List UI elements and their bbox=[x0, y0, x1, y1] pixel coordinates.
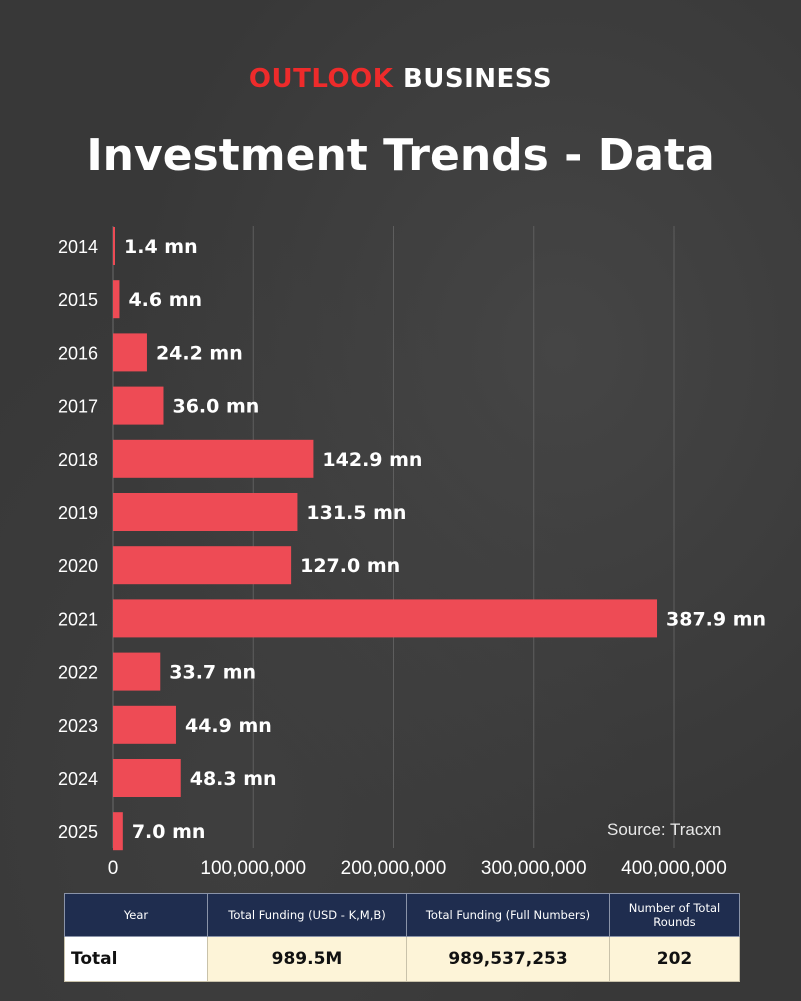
y-tick-label: 2020 bbox=[58, 556, 98, 576]
bar-2021 bbox=[113, 599, 658, 638]
header-total-rounds: Number of Total Rounds bbox=[609, 893, 740, 937]
y-tick-label: 2023 bbox=[58, 716, 98, 736]
bar-2017 bbox=[113, 386, 164, 425]
bar-2023 bbox=[113, 705, 176, 744]
x-tick-label: 400,000,000 bbox=[621, 858, 727, 879]
header-total-funding-short: Total Funding (USD - K,M,B) bbox=[207, 893, 407, 937]
data-label-2023: 44.9 mn bbox=[185, 715, 272, 737]
data-label-2021: 387.9 mn bbox=[666, 608, 766, 630]
brand-logo-part1: OUTLOOK bbox=[248, 64, 394, 94]
bar-2025 bbox=[113, 812, 123, 851]
bar-2020 bbox=[113, 546, 292, 585]
y-tick-label: 2022 bbox=[58, 663, 98, 683]
y-tick-label: 2019 bbox=[58, 503, 98, 523]
x-tick-label: 300,000,000 bbox=[481, 858, 587, 879]
summary-table-header-row: Year Total Funding (USD - K,M,B) Total F… bbox=[64, 893, 740, 937]
x-tick-label: 200,000,000 bbox=[341, 858, 447, 879]
y-tick-label: 2021 bbox=[58, 609, 98, 629]
data-label-2014: 1.4 mn bbox=[124, 236, 198, 258]
x-tick-label: 0 bbox=[108, 858, 119, 879]
bar-2019 bbox=[113, 493, 298, 531]
data-label-2022: 33.7 mn bbox=[169, 662, 256, 684]
y-tick-label: 2016 bbox=[58, 343, 98, 363]
bar-2016 bbox=[113, 333, 147, 372]
data-label-2025: 7.0 mn bbox=[132, 821, 206, 843]
y-tick-label: 2017 bbox=[58, 397, 98, 417]
y-tick-label: 2025 bbox=[58, 822, 98, 842]
data-label-2017: 36.0 mn bbox=[172, 396, 259, 418]
source-note: Source: Tracxn bbox=[607, 820, 722, 839]
y-tick-label: 2014 bbox=[58, 237, 98, 257]
summary-table: Year Total Funding (USD - K,M,B) Total F… bbox=[64, 893, 740, 982]
header-total-funding-full: Total Funding (Full Numbers) bbox=[406, 893, 610, 937]
y-tick-label: 2024 bbox=[58, 769, 98, 789]
page-title: Investment Trends - Data bbox=[86, 130, 715, 181]
summary-table-row: Total 989.5M 989,537,253 202 bbox=[64, 936, 740, 982]
data-label-2024: 48.3 mn bbox=[190, 768, 277, 790]
cell-total-rounds: 202 bbox=[609, 936, 740, 982]
data-label-2016: 24.2 mn bbox=[156, 342, 243, 364]
x-tick-label: 100,000,000 bbox=[200, 858, 306, 879]
header-year: Year bbox=[64, 893, 208, 937]
y-tick-label: 2015 bbox=[58, 290, 98, 310]
data-label-2018: 142.9 mn bbox=[322, 449, 422, 471]
brand-logo: OUTLOOK BUSINESS bbox=[0, 64, 801, 94]
cell-total-funding-full: 989,537,253 bbox=[406, 936, 610, 982]
bar-chart: 2014 1.4 mn 2015 4.6 mn 2016 24.2 mn 2017 36.0 … bbox=[58, 226, 766, 879]
brand-logo-part2: BUSINESS bbox=[402, 64, 553, 94]
bar-2015 bbox=[113, 280, 120, 319]
data-label-2019: 131.5 mn bbox=[306, 502, 406, 524]
bar-2024 bbox=[113, 759, 181, 797]
y-tick-label: 2018 bbox=[58, 450, 98, 470]
data-label-2015: 4.6 mn bbox=[128, 289, 202, 311]
data-label-2020: 127.0 mn bbox=[300, 555, 400, 577]
cell-total-funding-short: 989.5M bbox=[207, 936, 407, 982]
bar-2018 bbox=[113, 439, 314, 478]
bar-2014 bbox=[113, 227, 115, 265]
cell-year: Total bbox=[64, 936, 208, 982]
bar-2022 bbox=[113, 652, 161, 691]
